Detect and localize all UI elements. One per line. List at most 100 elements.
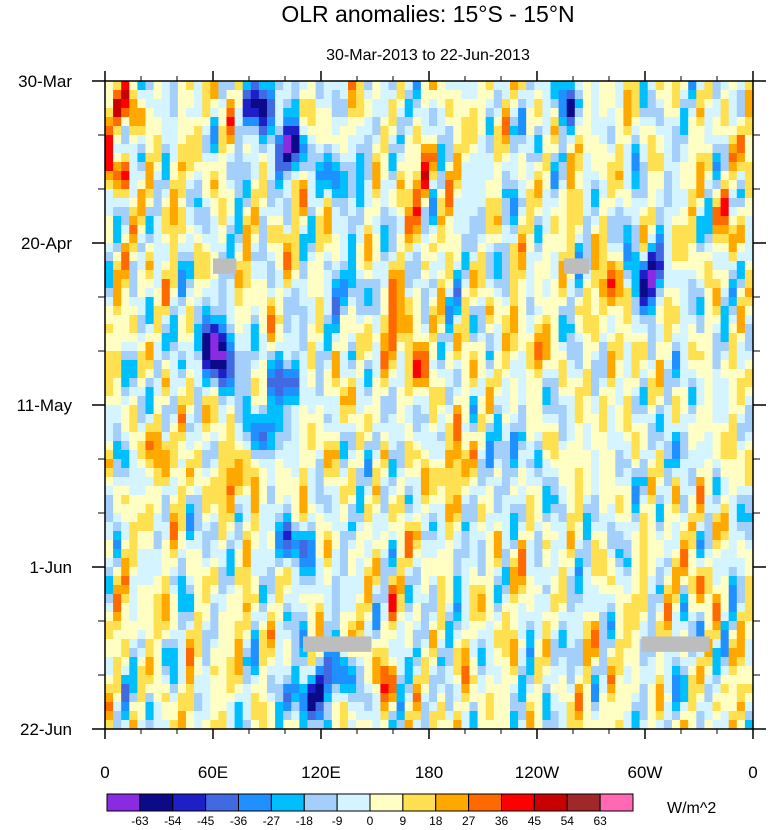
heatmap-cell [744,261,754,271]
heatmap-cell [526,585,535,595]
heatmap-cell [542,126,552,136]
heatmap-cell [607,630,616,640]
heatmap-cell [712,279,722,289]
heatmap-cell [169,360,179,370]
heatmap-cell [364,612,373,622]
heatmap-cell [582,351,592,361]
heatmap-cell [445,630,454,640]
heatmap-cell [242,441,252,451]
heatmap-cell [582,522,592,532]
heatmap-cell [566,423,576,433]
heatmap-cell [639,333,649,343]
heatmap-cell [534,522,543,532]
heatmap-cell [218,423,228,433]
heatmap-cell [615,153,624,163]
heatmap-cell [591,360,600,370]
heatmap-cell [672,522,681,532]
heatmap-cell [688,360,697,370]
heatmap-cell [736,252,746,262]
heatmap-cell [591,468,600,478]
heatmap-cell [736,414,746,424]
heatmap-cell [663,468,673,478]
heatmap-cell [186,162,195,172]
heatmap-cell [623,432,633,442]
heatmap-cell [607,90,616,100]
heatmap-cell [680,396,689,406]
heatmap-cell [672,216,681,226]
heatmap-cell [210,144,219,154]
heatmap-cell [299,576,309,586]
heatmap-cell [518,189,527,199]
heatmap-cell [283,135,292,145]
heatmap-cell [550,144,560,154]
heatmap-cell [574,513,584,523]
heatmap-cell [113,306,122,316]
heatmap-cell [485,153,495,163]
heatmap-cell [558,468,568,478]
heatmap-cell [469,594,479,604]
heatmap-cell [364,549,373,559]
heatmap-cell [631,468,641,478]
heatmap-cell [510,567,519,577]
heatmap-cell [145,189,155,199]
heatmap-cell [469,225,479,235]
heatmap-cell [202,378,211,388]
heatmap-cell [445,144,454,154]
heatmap-cell [250,225,260,235]
heatmap-cell [404,396,414,406]
heatmap-cell [485,621,495,631]
heatmap-cell [283,117,292,127]
heatmap-cell [283,360,292,370]
heatmap-cell [105,540,114,550]
heatmap-cell [623,225,633,235]
heatmap-cell [599,486,608,496]
heatmap-cell [501,468,511,478]
heatmap-cell [510,234,519,244]
heatmap-cell [501,540,511,550]
heatmap-cell [218,198,228,208]
heatmap-cell [510,126,519,136]
heatmap-cell [234,405,244,415]
heatmap-cell [202,81,211,91]
heatmap-cell [623,549,633,559]
heatmap-cell [348,540,357,550]
heatmap-cell [591,522,600,532]
heatmap-cell [647,315,657,325]
heatmap-cell [542,396,552,406]
heatmap-cell [283,594,292,604]
heatmap-cell [574,198,584,208]
heatmap-cell [510,198,519,208]
heatmap-cell [202,396,211,406]
heatmap-cell [623,153,633,163]
heatmap-cell [372,468,381,478]
heatmap-cell [655,153,665,163]
heatmap-cell [218,450,228,460]
heatmap-cell [526,117,535,127]
heatmap-cell [493,531,503,541]
heatmap-cell [113,423,122,433]
heatmap-cell [242,594,252,604]
heatmap-cell [623,378,633,388]
heatmap-cell [137,153,147,163]
heatmap-cell [412,315,422,325]
heatmap-cell [210,288,219,298]
heatmap-cell [348,126,357,136]
heatmap-cell [323,99,333,109]
heatmap-cell [291,603,300,613]
heatmap-cell [736,396,746,406]
heatmap-cell [501,144,511,154]
heatmap-cell [461,540,471,550]
heatmap-cell [105,252,114,262]
heatmap-cell [712,531,722,541]
heatmap-cell [380,252,390,262]
heatmap-cell [364,297,373,307]
heatmap-cell [712,414,722,424]
heatmap-cell [420,261,430,271]
heatmap-cell [526,369,535,379]
heatmap-cell [566,225,576,235]
heatmap-cell [477,585,487,595]
heatmap-cell [566,144,576,154]
heatmap-cell [388,153,398,163]
heatmap-cell [631,189,641,199]
heatmap-cell [315,567,325,577]
